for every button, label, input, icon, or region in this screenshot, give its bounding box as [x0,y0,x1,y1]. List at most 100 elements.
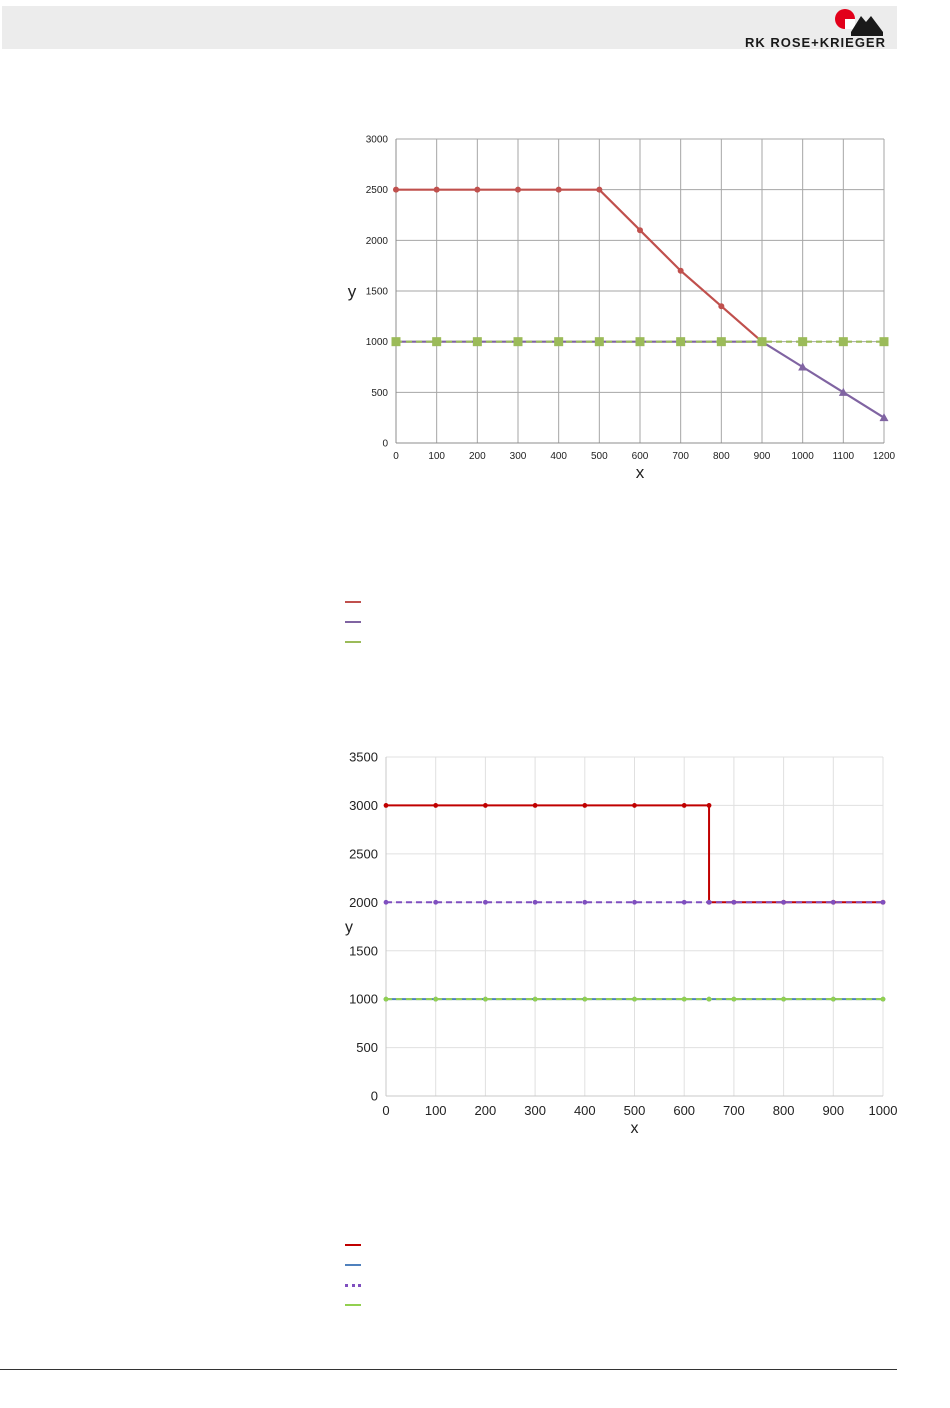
series-4-point [781,996,786,1002]
x-tick-label: 800 [713,451,730,462]
legend-item [345,612,361,632]
series-3-point [757,337,767,347]
y-tick-label: 500 [356,1040,378,1055]
series-4-point [383,996,389,1002]
series-3-point [582,899,588,905]
x-tick-label: 900 [754,451,771,462]
y-tick-label: 2500 [366,185,389,196]
company-logo: RK ROSE+KRIEGER [716,8,886,50]
series-3-point [433,899,439,905]
x-tick-label: 0 [393,451,399,462]
series-3-point [472,337,482,347]
x-tick-label: 600 [632,451,649,462]
logo-mark-icon [835,9,883,36]
series-3-point [879,337,889,347]
series-3-point [383,899,389,905]
x-tick-label: 200 [475,1103,497,1118]
y-tick-label: 500 [371,388,388,399]
series-3-point [632,899,637,905]
legend-item [345,592,361,612]
legend-bottom [345,1235,361,1315]
series-1-line [396,188,763,343]
series-4-point [706,996,712,1002]
y-tick-label: 3500 [349,750,378,765]
legend-top [345,592,361,652]
series-1-point [632,803,637,808]
series-4-point [532,996,538,1002]
series-3-point [781,899,786,905]
y-tick-label: 3000 [366,135,389,146]
y-tick-label: 2500 [349,846,378,861]
x-tick-label: 0 [382,1103,389,1118]
series-4-point [582,996,588,1002]
series-1-point [474,186,481,193]
legend-swatch [345,641,361,643]
legend-item [345,1275,361,1295]
series-3-point [716,337,726,347]
series-3-point [731,899,737,905]
y-tick-label: 1500 [366,287,389,298]
series-3-point [483,899,488,905]
legend-swatch [345,621,361,623]
series-4-point [681,996,687,1002]
series-1-point [718,303,725,310]
series-1-point [596,186,603,193]
x-tick-label: 1000 [869,1103,898,1118]
x-tick-label: 400 [550,451,567,462]
x-tick-label: 700 [723,1103,745,1118]
series-1-point [706,803,712,808]
logo-text: RK ROSE+KRIEGER [744,35,886,50]
x-tick-label: 1000 [792,451,815,462]
legend-item [345,1255,361,1275]
series-1-point [433,803,439,808]
chart-bottom: 0 100 200 300 400 500 600 700 800 900 1000 0 500 1000… [330,745,910,1137]
legend-swatch [345,1283,361,1287]
legend-item [345,1295,361,1315]
series-1-point [582,803,588,808]
y-tick-label: 2000 [366,236,389,247]
x-tick-label: 1200 [873,451,896,462]
series-3-point [676,337,686,347]
series-1-point [383,803,389,808]
y-tick-label: 1000 [349,992,378,1007]
series-3-point [681,899,687,905]
series-2-point [838,387,848,396]
chart-top: 0 100 200 300 400 500 600 700 800 900 1000 1100 1200… [330,128,910,488]
series-3-point [880,899,886,905]
series-3-point [513,337,523,347]
y-tick-label: 0 [371,1089,378,1104]
x-tick-label: 200 [469,451,486,462]
series-3-point [391,337,401,347]
legend-swatch [345,1304,361,1306]
x-tick-label: 400 [574,1103,596,1118]
header-band [2,6,897,49]
series-4-point [433,996,439,1002]
x-tick-label: 800 [773,1103,795,1118]
series-1-point [393,186,399,193]
x-tick-label: 100 [425,1103,447,1118]
y-axis-label: y [348,282,357,301]
x-tick-label: 300 [524,1103,546,1118]
x-axis-label: x [636,463,645,482]
legend-swatch [345,601,361,603]
series-1-point [515,186,521,193]
series-4-point [632,996,637,1002]
series-3-point [830,899,836,905]
footer-rule [0,1369,897,1370]
series-4-point [731,996,737,1002]
x-tick-label: 900 [822,1103,844,1118]
y-tick-label: 0 [382,439,388,450]
series-1-point [532,803,538,808]
series-3-point [594,337,604,347]
x-tick-label: 100 [428,451,445,462]
legend-swatch [345,1264,361,1266]
series-3-point [432,337,442,347]
series-1-point [677,267,684,274]
x-axis-label: x [631,1120,639,1137]
series-1-point [681,803,687,808]
x-tick-label: 500 [591,451,608,462]
series-2-point [879,413,889,422]
series-4-point [483,996,488,1002]
legend-item [345,632,361,652]
y-axis-label: y [345,919,353,936]
